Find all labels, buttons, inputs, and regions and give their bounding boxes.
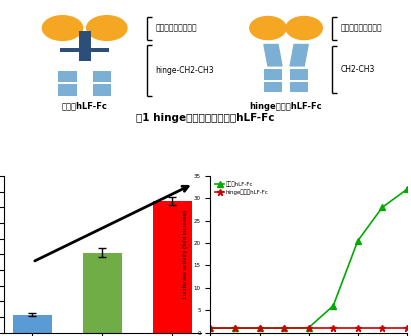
hinge欠失型hLF-Fc [208, 326, 213, 330]
hinge欠失型hLF-Fc [331, 326, 336, 330]
Text: ヒトラクトフェリン: ヒトラクトフェリン [340, 24, 382, 33]
従来型hLF-Fc [282, 326, 286, 330]
従来型hLF-Fc [233, 326, 238, 330]
従来型hLF-Fc [404, 187, 409, 192]
Line: 従来型hLF-Fc: 従来型hLF-Fc [208, 186, 410, 331]
Bar [93, 84, 111, 95]
従来型hLF-Fc [331, 304, 336, 308]
hinge欠失型hLF-Fc [282, 326, 286, 330]
Text: ヒトラクトフェリン: ヒトラクトフェリン [155, 24, 197, 33]
従来型hLF-Fc [208, 326, 213, 330]
Bar [264, 69, 282, 80]
Legend: 従来型hLF-Fc, hinge欠失型hLF-Fc: 従来型hLF-Fc, hinge欠失型hLF-Fc [213, 179, 270, 197]
hinge欠失型hLF-Fc [355, 326, 360, 330]
Bar [290, 82, 308, 92]
Polygon shape [290, 44, 308, 66]
Bar [290, 69, 308, 80]
Text: 図1 hinge領域を欠失させたhLF-Fc: 図1 hinge領域を欠失させたhLF-Fc [136, 113, 275, 123]
Bar [13, 314, 51, 333]
Bar [58, 84, 76, 95]
Ellipse shape [286, 16, 322, 40]
hinge欠失型hLF-Fc [306, 326, 311, 330]
Bar [153, 201, 192, 333]
hinge欠失型hLF-Fc [380, 326, 385, 330]
Y-axis label: Luciferase activity (fold increase): Luciferase activity (fold increase) [183, 210, 188, 298]
hinge欠失型hLF-Fc [257, 326, 262, 330]
Ellipse shape [42, 16, 83, 40]
Text: hinge-CH2-CH3: hinge-CH2-CH3 [155, 66, 214, 75]
Polygon shape [264, 44, 282, 66]
従来型hLF-Fc [306, 326, 311, 330]
Bar [93, 71, 111, 82]
Bar [264, 82, 282, 92]
Bar [58, 71, 76, 82]
Text: 従来型hLF-Fc: 従来型hLF-Fc [62, 102, 108, 111]
従来型hLF-Fc [257, 326, 262, 330]
Text: CH2-CH3: CH2-CH3 [340, 65, 375, 74]
Bar [79, 31, 91, 61]
Ellipse shape [250, 16, 286, 40]
従来型hLF-Fc [380, 205, 385, 209]
Bar [60, 48, 109, 52]
hinge欠失型hLF-Fc [233, 326, 238, 330]
従来型hLF-Fc [355, 239, 360, 243]
Ellipse shape [87, 16, 127, 40]
Text: hinge欠失型hLF-Fc: hinge欠失型hLF-Fc [250, 102, 322, 111]
Line: hinge欠失型hLF-Fc: hinge欠失型hLF-Fc [207, 325, 410, 332]
hinge欠失型hLF-Fc [404, 326, 409, 330]
Bar [83, 253, 122, 333]
